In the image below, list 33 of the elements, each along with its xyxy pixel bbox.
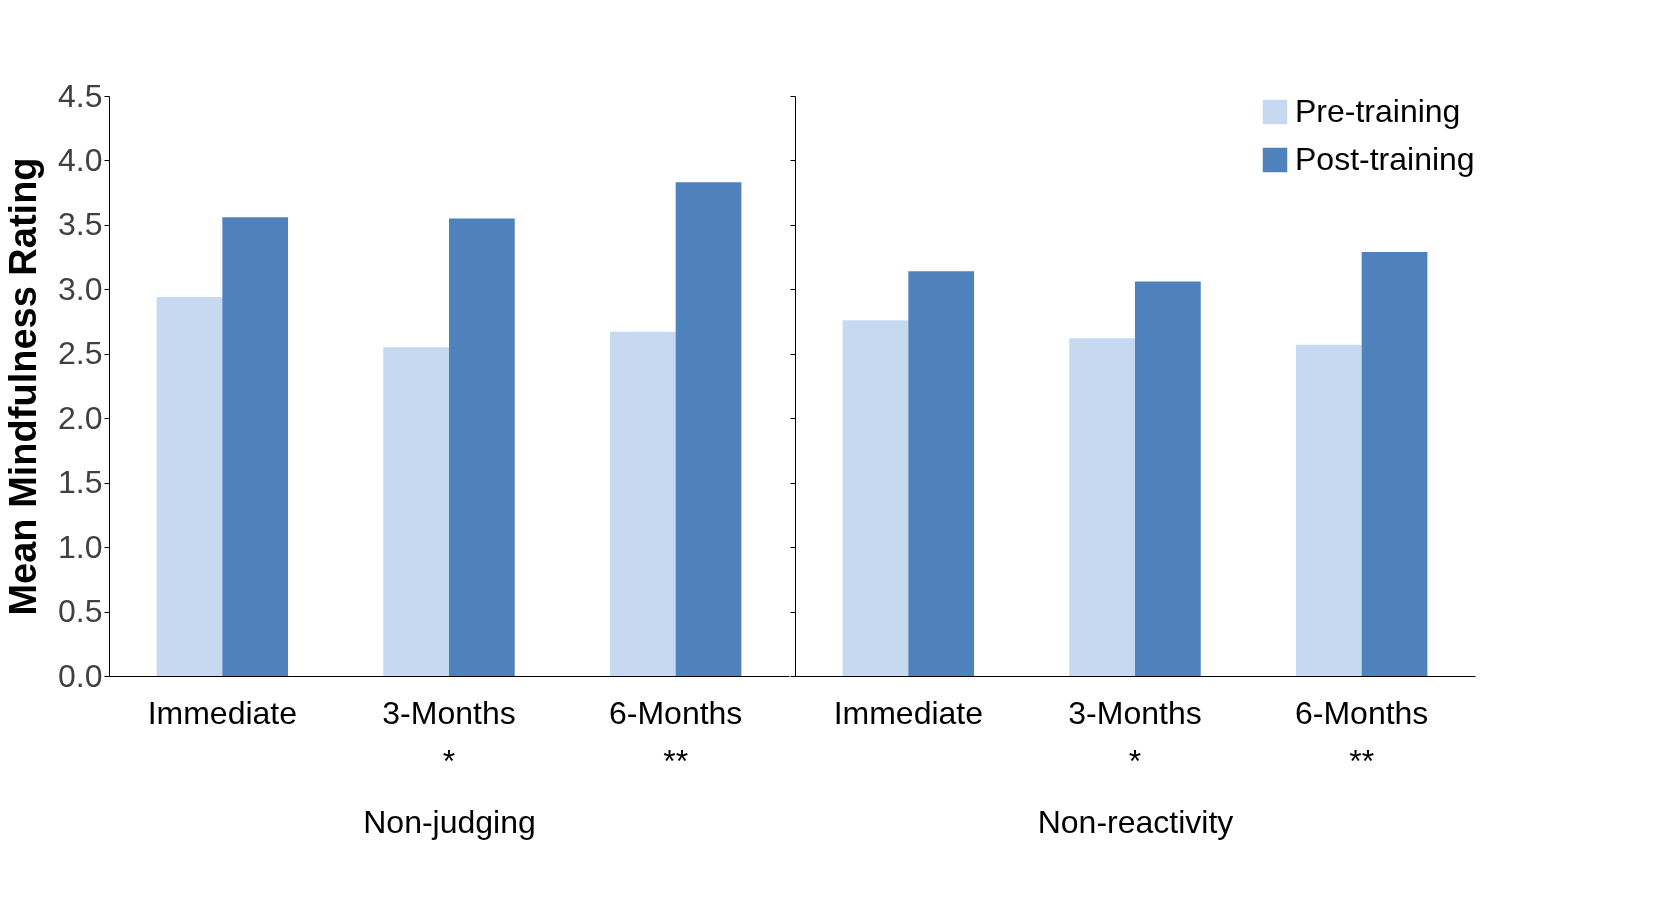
y-tick-label: 1.0: [58, 528, 103, 565]
y-tick-label: 3.5: [58, 206, 103, 243]
bar: [609, 331, 676, 676]
x-tick-label: Immediate: [833, 694, 984, 731]
x-axis-title: Non-judging: [363, 803, 536, 840]
y-tick-label: 4.5: [58, 77, 103, 114]
bar: [222, 217, 289, 676]
legend-label: Pre-training: [1295, 93, 1461, 129]
bar: [1069, 338, 1135, 676]
y-tick-label: 1.5: [58, 464, 103, 501]
x-tick-label: 6-Months **: [608, 694, 743, 779]
y-axis-title: Mean Mindfulness Rating: [2, 157, 45, 616]
y-tick-label: 0.5: [58, 593, 103, 630]
legend-label: Post-training: [1295, 141, 1475, 177]
bar: [908, 271, 975, 676]
y-tick-label: 2.0: [58, 399, 103, 436]
bar: [1135, 281, 1201, 676]
y-tick-label: 3.0: [58, 270, 103, 307]
bar: [1295, 344, 1362, 676]
x-tick-label: 3-Months *: [382, 694, 516, 779]
bar: [675, 182, 742, 676]
bar: [156, 297, 223, 676]
y-tick-label: 2.5: [58, 335, 103, 372]
x-tick-label: 6-Months **: [1294, 694, 1429, 779]
bar: [842, 320, 909, 676]
bar: [449, 218, 515, 676]
bar: [1361, 251, 1428, 676]
x-axis-title: Non-reactivity: [1037, 803, 1234, 840]
x-tick-label: 3-Months *: [1068, 694, 1202, 779]
bar: [383, 347, 449, 676]
x-tick-label: Immediate: [147, 694, 298, 731]
y-tick-label: 4.0: [58, 141, 103, 178]
y-tick-label: 0.0: [58, 657, 103, 694]
